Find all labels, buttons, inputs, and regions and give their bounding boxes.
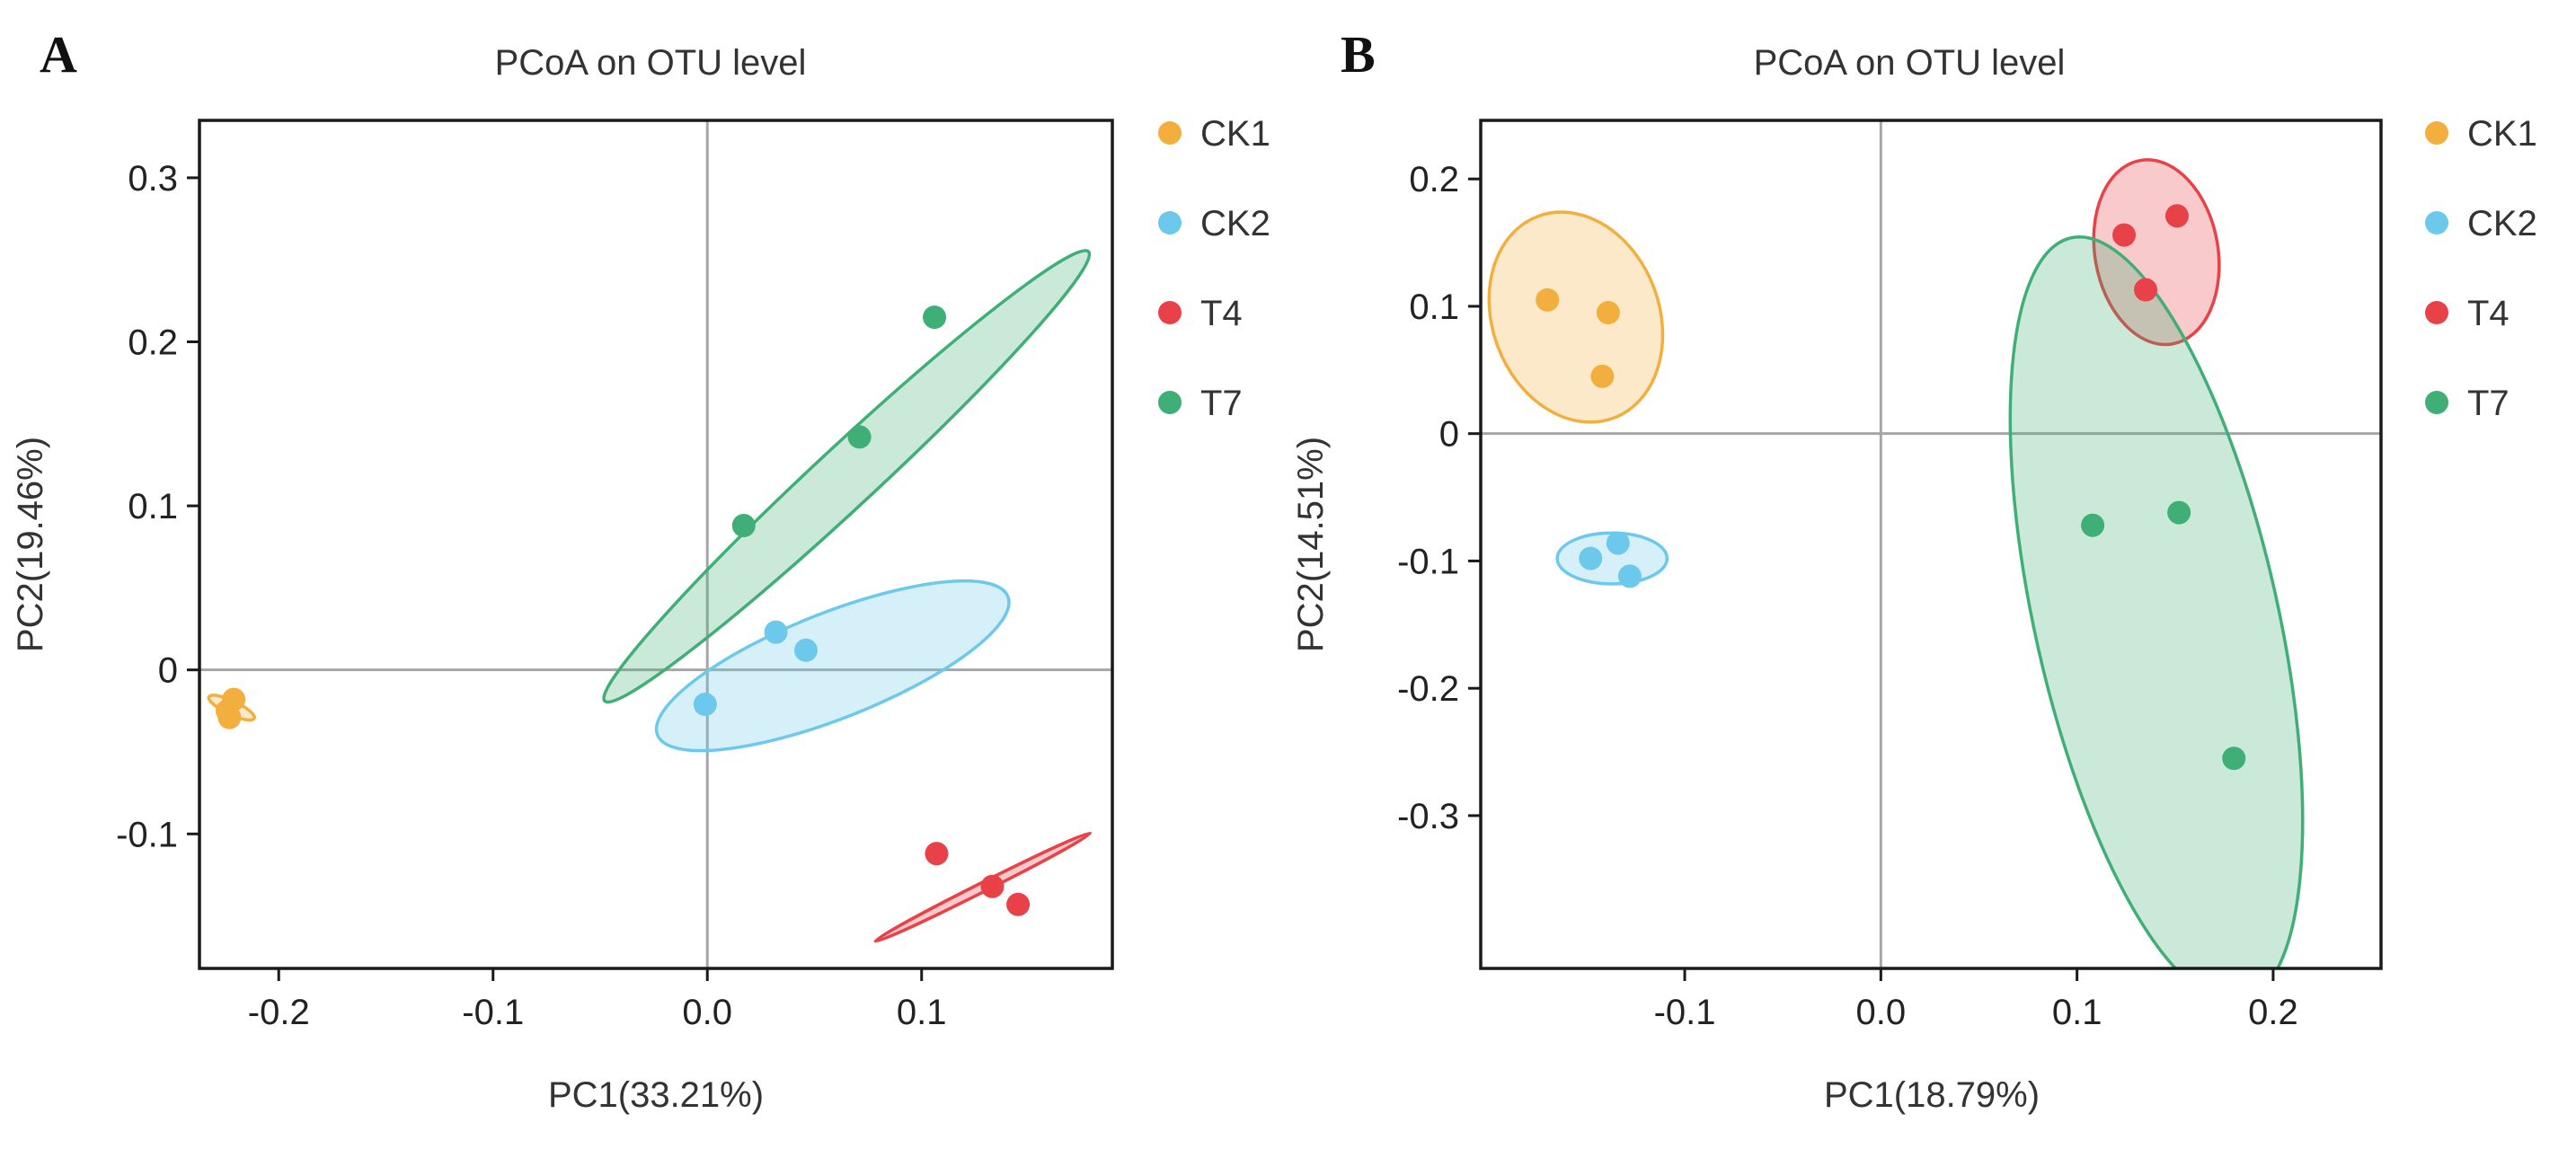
x-tick-label: 0.1 <box>897 993 947 1032</box>
legend-label-t7: T7 <box>2467 384 2510 423</box>
legend-label-ck1: CK1 <box>1200 114 1270 154</box>
y-tick-label: 0 <box>158 651 178 691</box>
point-t4-1 <box>925 842 949 866</box>
pcoa-chart-b: PCoA on OTU level -0.1 0.0 0.1 0.2 -0.3 -0.2 -0… <box>1291 43 2537 1115</box>
x-tick-label: 0.0 <box>1856 993 1907 1032</box>
x-axis-title: PC1(18.79%) <box>1824 1075 2040 1115</box>
legend-marker-ck2 <box>2425 211 2448 234</box>
y-tick-label: 0.1 <box>1409 287 1459 327</box>
point-ck2-1 <box>1579 546 1603 570</box>
y-axis-title: PC2(19.46%) <box>11 437 50 652</box>
ellipse-t7 <box>2008 234 2305 968</box>
chart-title: PCoA on OTU level <box>495 43 807 83</box>
x-axis-title: PC1(33.21%) <box>548 1075 764 1115</box>
point-ck1-2 <box>1596 301 1620 325</box>
y-tick-label: 0.1 <box>128 487 178 526</box>
plot-area <box>1481 120 2381 968</box>
ellipse-t7 <box>602 249 1092 704</box>
legend-marker-t7 <box>1158 391 1182 414</box>
plot-frame <box>198 119 1114 970</box>
legend-marker-ck1 <box>2425 121 2448 145</box>
point-ck2-1 <box>693 693 717 717</box>
point-t4-3 <box>2134 278 2158 302</box>
point-t7-3 <box>923 305 947 330</box>
legend-marker-ck1 <box>1158 121 1182 145</box>
y-tick-label: 0.2 <box>1409 160 1459 199</box>
legend-label-t7: T7 <box>1200 384 1243 423</box>
x-tick-label: -0.1 <box>462 993 524 1032</box>
y-tick-label: -0.3 <box>1397 797 1459 836</box>
point-t4-1 <box>2112 223 2137 247</box>
point-t7-2 <box>847 425 872 449</box>
point-t7-2 <box>2167 500 2191 525</box>
point-ck2-2 <box>764 620 788 644</box>
y-tick-label: -0.2 <box>1397 669 1459 709</box>
point-ck1-3 <box>217 705 242 729</box>
panel-label-a: A <box>40 25 77 84</box>
ellipse-ck2 <box>654 579 1011 753</box>
legend-label-ck2: CK2 <box>2467 204 2537 243</box>
x-tick-label: -0.2 <box>248 993 310 1032</box>
point-t7-1 <box>2081 513 2105 537</box>
y-tick-label: -0.1 <box>1397 542 1459 581</box>
legend-marker-t7 <box>2425 391 2448 414</box>
x-tick-label: -0.1 <box>1654 993 1716 1032</box>
legend-marker-t4 <box>1158 301 1182 324</box>
legend-label-ck1: CK1 <box>2467 114 2537 154</box>
point-t7-3 <box>2222 747 2246 771</box>
ellipse-ck1 <box>1487 210 1665 424</box>
x-tick-label: 0.0 <box>682 993 732 1032</box>
ellipse-t4 <box>2092 158 2221 347</box>
point-ck1-1 <box>1536 287 1560 312</box>
legend: CK1 CK2 T4 T7 <box>1158 114 1270 423</box>
legend-label-t4: T4 <box>1200 294 1243 333</box>
y-tick-label: 0.3 <box>128 159 178 199</box>
panel-label-b: B <box>1341 25 1376 84</box>
point-ck1-3 <box>1590 364 1615 388</box>
x-tick-label: 0.1 <box>2052 993 2102 1032</box>
point-ck2-3 <box>1617 564 1642 588</box>
legend-marker-ck2 <box>1158 211 1182 234</box>
legend-label-ck2: CK2 <box>1200 204 1270 243</box>
pcoa-chart-a: PCoA on OTU level -0.2 -0.1 0.0 0.1 -0.1 0 0.1 0… <box>11 43 1270 1115</box>
point-t4-2 <box>2164 204 2189 228</box>
y-tick-label: -0.1 <box>116 815 178 854</box>
legend-label-t4: T4 <box>2467 294 2510 333</box>
legend-marker-t4 <box>2425 301 2448 324</box>
x-tick-label: 0.2 <box>2248 993 2298 1032</box>
plot-frame <box>1479 119 2383 970</box>
point-t4-2 <box>980 874 1005 898</box>
point-t4-3 <box>1006 892 1031 916</box>
y-tick-label: 0.2 <box>128 323 178 362</box>
chart-title: PCoA on OTU level <box>1754 43 2066 83</box>
point-ck2-3 <box>793 638 818 662</box>
point-ck2-2 <box>1606 531 1630 555</box>
legend: CK1 CK2 T4 T7 <box>2425 114 2537 423</box>
y-tick-label: 0 <box>1439 415 1459 455</box>
y-axis-title: PC2(14.51%) <box>1291 437 1331 652</box>
plot-area <box>199 120 1112 968</box>
point-t7-1 <box>731 514 756 538</box>
